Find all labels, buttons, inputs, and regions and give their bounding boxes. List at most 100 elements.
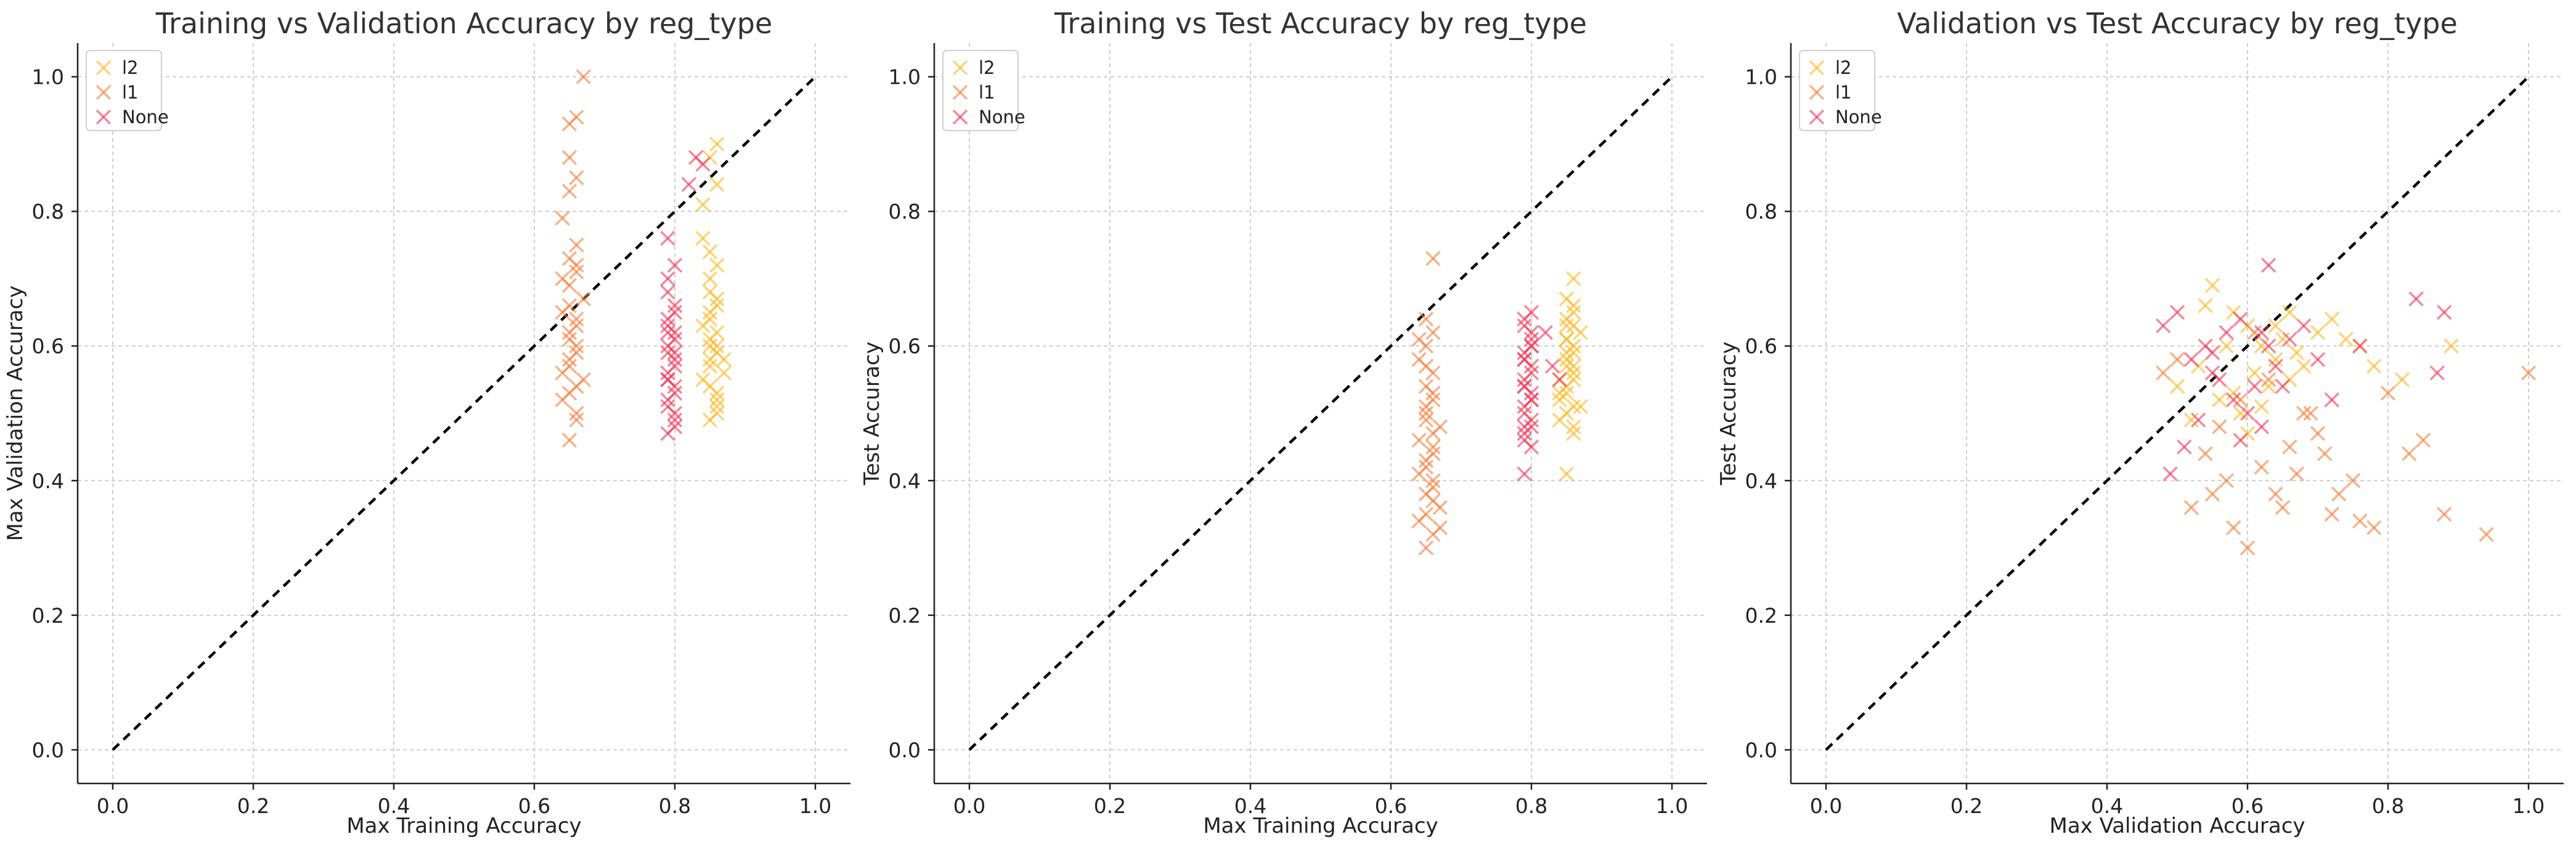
legend-label-None: None — [1835, 107, 1882, 127]
legend-marker-None — [1809, 109, 1825, 125]
y-tick-label: 0.8 — [1745, 200, 1777, 224]
data-point-b — [1418, 399, 1434, 415]
data-point — [2219, 338, 2235, 354]
data-point-b — [1425, 426, 1441, 442]
data-point — [2155, 318, 2171, 334]
data-point — [2352, 513, 2368, 529]
chart-panel-1: 0.0 0.0 0.2 0.2 0.4 0.4 0.6 0.6 0.8 0.8 1.0 1.0 Trai… — [3, 7, 850, 838]
data-point-b — [2198, 298, 2213, 314]
data-point — [1538, 325, 1554, 341]
data-point — [569, 412, 584, 428]
y-tick-label: 0.4 — [32, 469, 64, 493]
data-point-b — [1517, 405, 1532, 421]
data-point — [667, 385, 683, 401]
data-point — [1418, 405, 1434, 421]
data-point-b — [2169, 352, 2185, 367]
data-point-b — [2324, 392, 2340, 408]
data-point-b — [2169, 304, 2185, 320]
data-point-b — [2240, 318, 2256, 334]
data-point-b — [709, 392, 725, 408]
data-point-b — [1411, 432, 1427, 448]
data-point-b — [2408, 291, 2424, 307]
data-point-b — [2198, 446, 2213, 461]
data-point — [2401, 446, 2417, 461]
data-point — [2324, 392, 2340, 408]
data-point — [569, 405, 584, 421]
data-point-b — [660, 271, 675, 286]
data-point-b — [2268, 352, 2283, 367]
data-point-b — [1566, 426, 1581, 442]
data-point — [1425, 325, 1441, 341]
legend-marker-l1 — [96, 84, 112, 100]
data-point-b — [561, 325, 577, 341]
data-point-b — [667, 298, 683, 314]
data-point-b — [2254, 459, 2270, 475]
data-point-b — [1559, 311, 1575, 327]
data-point — [695, 156, 711, 172]
data-point-b — [2204, 345, 2220, 360]
diagonal-reference-line — [1825, 76, 2530, 751]
data-point — [709, 405, 725, 421]
data-point-b — [702, 331, 718, 347]
data-point-b — [2296, 318, 2312, 334]
y-tick-label: 1.0 — [32, 65, 64, 89]
data-point — [1425, 439, 1441, 455]
data-point-b — [660, 230, 675, 246]
data-point-b — [2247, 365, 2262, 381]
data-point — [660, 399, 675, 415]
data-point-b — [555, 365, 570, 381]
legend-marker-l1 — [1809, 84, 1825, 100]
y-tick-label: 0.6 — [889, 334, 921, 358]
data-point — [2303, 405, 2318, 421]
data-point-b — [2415, 432, 2431, 448]
data-point-b — [2317, 446, 2333, 461]
data-point — [1573, 399, 1589, 415]
data-point-b — [2247, 325, 2262, 341]
data-point-b — [709, 177, 725, 192]
data-point — [2155, 365, 2171, 381]
data-point-b — [555, 271, 570, 286]
y-tick-label: 0.6 — [32, 334, 64, 358]
data-point-b — [1425, 385, 1441, 401]
data-point-b — [1559, 466, 1575, 482]
chart-title: Training vs Validation Accuracy by reg_t… — [155, 7, 773, 40]
data-point-b — [2162, 466, 2178, 482]
data-point-b — [1538, 325, 1554, 341]
data-point-b — [667, 345, 683, 360]
data-point-b — [561, 432, 577, 448]
data-point-b — [1425, 365, 1441, 381]
data-point-b — [2219, 338, 2235, 354]
data-point-b — [1523, 338, 1539, 354]
data-point-b — [2254, 419, 2270, 435]
legend-label-l1: l1 — [979, 82, 995, 103]
data-point — [2240, 540, 2256, 556]
x-tick-label: 1.0 — [1656, 794, 1688, 818]
data-point-b — [1517, 466, 1532, 482]
data-point-b — [2352, 513, 2368, 529]
data-point-b — [2240, 405, 2256, 421]
data-point-b — [2204, 365, 2220, 381]
data-point-b — [709, 291, 725, 307]
data-point-b — [569, 311, 584, 327]
data-point — [716, 365, 732, 381]
data-point-b — [1559, 331, 1575, 347]
y-axis-label: Test Accuracy — [860, 342, 884, 486]
data-point-b — [2310, 325, 2326, 341]
data-point — [1552, 385, 1567, 401]
data-point-b — [2247, 379, 2262, 394]
data-point — [1544, 358, 1560, 374]
data-point — [2204, 365, 2220, 381]
data-point — [2204, 345, 2220, 360]
data-point-b — [667, 385, 683, 401]
data-point-b — [2233, 311, 2248, 327]
data-point — [2247, 365, 2262, 381]
data-point-b — [660, 325, 675, 341]
data-point-b — [1552, 385, 1567, 401]
data-point — [1418, 453, 1434, 468]
x-tick-label: 0.2 — [237, 794, 269, 818]
data-point-b — [576, 69, 592, 84]
data-point-b — [716, 352, 732, 367]
chart-title: Validation vs Test Accuracy by reg_type — [1897, 7, 2458, 40]
data-point — [2169, 304, 2185, 320]
data-point-b — [1425, 473, 1441, 488]
